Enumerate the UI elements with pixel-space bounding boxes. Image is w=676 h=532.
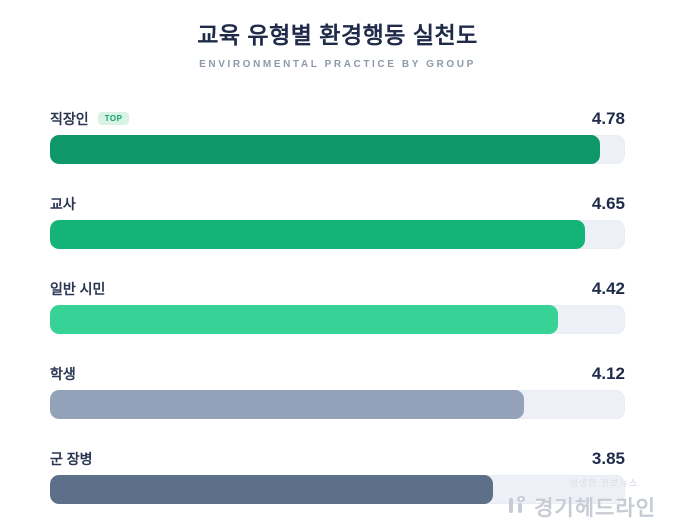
bar-fill (50, 220, 585, 249)
bar-fill (50, 135, 600, 164)
category-label: 직장인 (50, 110, 89, 127)
bar-row-ilban-simin: 일반 시민 4.42 (50, 278, 625, 334)
bar-track (50, 135, 625, 164)
row-head: 교사 4.65 (50, 193, 625, 213)
value-label: 4.12 (591, 363, 625, 383)
bar-fill (50, 390, 524, 419)
top-badge: TOP (97, 112, 130, 125)
row-head: 일반 시민 4.42 (50, 278, 625, 298)
bar-fill (50, 305, 559, 334)
bar-row-gun-jangbyeong: 군 장병 3.85 (50, 448, 625, 504)
value-label: 4.78 (591, 108, 625, 128)
row-head: 직장인 TOP 4.78 (50, 108, 625, 128)
bar-track (50, 220, 625, 249)
chart-card: 교육 유형별 환경행동 실천도 ENVIRONMENTAL PRACTICE B… (50, 22, 625, 504)
bar-track (50, 390, 625, 419)
value-label: 3.85 (591, 448, 625, 468)
value-label: 4.42 (591, 278, 625, 298)
bar-chart: 직장인 TOP 4.78 교사 4.65 일반 시민 4.42 (50, 108, 625, 504)
row-head: 학생 4.12 (50, 363, 625, 383)
bar-row-jikjangin: 직장인 TOP 4.78 (50, 108, 625, 164)
watermark: 생생한 정보뉴스 경기헤드라인 (506, 476, 656, 522)
value-label: 4.65 (591, 193, 625, 213)
category-label: 학생 (50, 365, 76, 382)
category-label: 군 장병 (50, 450, 93, 467)
brand-logo-icon (506, 493, 530, 522)
chart-subtitle: ENVIRONMENTAL PRACTICE BY GROUP (199, 59, 476, 70)
watermark-slogan: 생생한 정보뉴스 (569, 478, 638, 488)
bar-row-haksaeng: 학생 4.12 (50, 363, 625, 419)
bar-fill (50, 475, 493, 504)
watermark-brand-text: 경기헤드라인 (534, 497, 656, 520)
bar-row-gyosa: 교사 4.65 (50, 193, 625, 249)
category-label: 일반 시민 (50, 280, 106, 297)
chart-title: 교육 유형별 환경행동 실천도 (197, 22, 478, 48)
watermark-brandline: 경기헤드라인 (506, 492, 656, 522)
bar-track (50, 475, 625, 504)
row-head: 군 장병 3.85 (50, 448, 625, 468)
bar-track (50, 305, 625, 334)
category-label: 교사 (50, 195, 76, 212)
